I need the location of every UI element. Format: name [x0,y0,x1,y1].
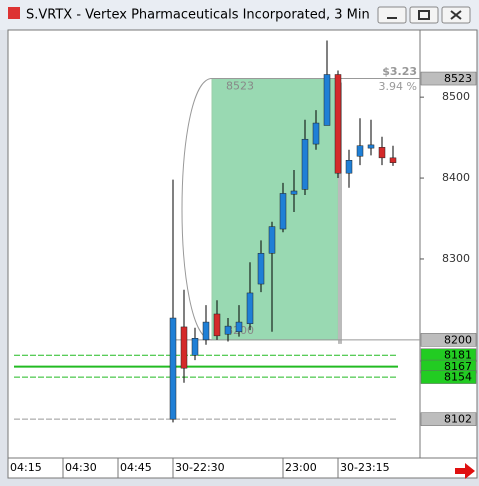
measure-box [211,78,339,341]
candle-body [345,160,353,174]
candle-body [213,313,221,337]
price-tag-label: 8181 [444,349,472,362]
candle-body [279,193,287,230]
price-tag [420,71,477,86]
candle-body [180,326,188,369]
candle-body [367,144,375,149]
candle-body [378,147,386,159]
measure-top-label: 8523 [226,80,254,93]
candle-body [268,226,276,254]
x-tick-label: 04:45 [120,461,152,474]
candle-body [246,292,254,324]
maximize-icon [418,10,430,20]
y-tick-label: 8500 [442,90,470,103]
scroll-arrow[interactable] [455,463,475,479]
price-tag [420,412,477,426]
window-title: S.VRTX - Vertex Pharmaceuticals Incorpor… [26,8,370,23]
price-tag-label: 8167 [444,360,472,373]
app-icon [8,7,20,19]
y-tick-label: 8400 [442,171,470,184]
maximize-button[interactable] [409,6,439,24]
y-tick-label: 8300 [442,252,470,265]
candle-body [301,138,309,190]
candle-body [323,74,331,126]
price-tag-label: 8154 [444,371,472,384]
measure-shadow [338,82,342,344]
candle-body [312,122,320,145]
candle-body [169,317,177,420]
candle-body [202,321,210,341]
candle-body [235,321,243,333]
candle-body [356,145,364,157]
measure-bracket [181,78,213,341]
x-tick-label: 30-23:15 [340,461,390,474]
price-tag [420,333,477,347]
price-tag-label: 8523 [444,72,472,85]
measure-percent: 3.94 % [379,80,417,93]
price-tag-label: 8200 [444,333,472,346]
candle-body [334,74,342,174]
candle-body [389,157,397,163]
x-tick-label: 04:15 [10,461,42,474]
x-tick-label: 04:30 [65,461,97,474]
x-tick-label: 23:00 [285,461,317,474]
candle-body [290,190,298,195]
candle-body [257,253,265,285]
price-tag [420,370,477,384]
price-axis [419,29,478,459]
price-tag-label: 8102 [444,413,472,426]
candle-body [224,325,232,335]
x-tick-label: 30-22:30 [175,461,225,474]
minimize-button[interactable] [377,6,407,24]
measure-change: $3.23 [382,65,417,78]
window-buttons [377,6,471,24]
candle-body [191,338,199,356]
close-icon [450,10,462,20]
